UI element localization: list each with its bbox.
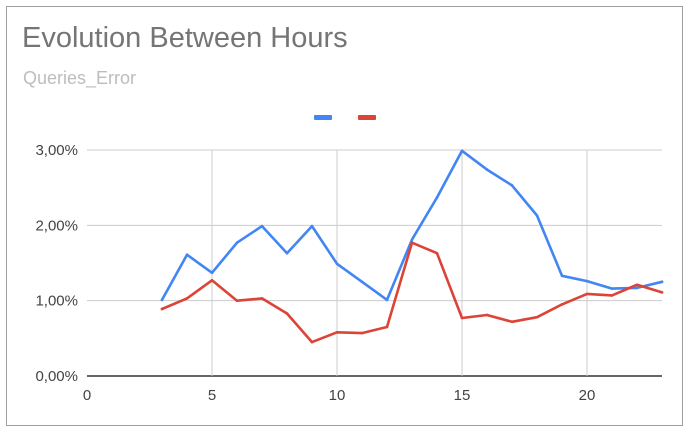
data-point bbox=[510, 320, 514, 324]
data-point bbox=[535, 214, 539, 217]
data-point bbox=[335, 331, 339, 334]
grid bbox=[87, 149, 662, 377]
data-point bbox=[385, 298, 389, 302]
data-point bbox=[185, 253, 189, 257]
data-point bbox=[560, 303, 564, 306]
data-point bbox=[510, 184, 514, 187]
data-point bbox=[185, 297, 189, 300]
data-point bbox=[585, 279, 589, 283]
data-point bbox=[585, 292, 589, 296]
x-tick-label: 0 bbox=[83, 387, 91, 404]
data-point bbox=[660, 291, 664, 294]
data-point bbox=[485, 313, 489, 317]
data-point bbox=[435, 196, 439, 199]
data-point bbox=[460, 316, 464, 320]
y-tick-label: 1,00% bbox=[35, 293, 78, 310]
data-point bbox=[310, 340, 314, 344]
x-tick-label: 20 bbox=[579, 387, 596, 404]
chart-card bbox=[6, 6, 683, 426]
data-point bbox=[235, 241, 239, 244]
data-point bbox=[210, 271, 214, 275]
data-point bbox=[635, 286, 639, 290]
data-point bbox=[335, 262, 339, 266]
y-tick-label: 0,00% bbox=[35, 368, 78, 385]
legend-swatch-2 bbox=[358, 115, 376, 120]
data-point bbox=[610, 287, 614, 290]
x-axis-ticks: 0 5 10 15 20 bbox=[83, 387, 596, 404]
data-point bbox=[435, 251, 439, 255]
data-point bbox=[360, 280, 364, 284]
legend bbox=[314, 115, 376, 120]
data-point bbox=[385, 325, 389, 329]
data-point bbox=[210, 279, 214, 282]
data-point bbox=[285, 251, 289, 255]
data-point bbox=[310, 224, 314, 228]
chart-subtitle: Queries_Error bbox=[23, 68, 137, 88]
data-point bbox=[235, 299, 239, 302]
data-point bbox=[285, 312, 289, 315]
data-point bbox=[160, 307, 164, 311]
legend-swatch-1 bbox=[314, 115, 332, 120]
x-tick-label: 15 bbox=[454, 387, 471, 404]
data-point bbox=[610, 294, 614, 297]
series-lines bbox=[160, 149, 664, 344]
data-point bbox=[360, 331, 364, 335]
y-tick-label: 2,00% bbox=[35, 217, 78, 234]
chart-title: Evolution Between Hours bbox=[22, 22, 348, 54]
data-point bbox=[485, 168, 489, 171]
x-tick-label: 5 bbox=[208, 387, 216, 404]
data-point bbox=[410, 241, 414, 244]
data-point bbox=[560, 274, 564, 278]
data-point bbox=[535, 315, 539, 319]
data-point bbox=[160, 298, 164, 302]
y-tick-label: 3,00% bbox=[35, 142, 78, 159]
data-point bbox=[260, 224, 264, 228]
data-point bbox=[260, 297, 264, 300]
x-tick-label: 10 bbox=[329, 387, 346, 404]
data-point bbox=[635, 283, 639, 287]
data-point bbox=[410, 238, 414, 241]
y-axis-ticks: 0,00% 1,00% 2,00% 3,00% bbox=[35, 142, 78, 385]
data-point bbox=[660, 280, 664, 284]
data-point bbox=[460, 149, 464, 153]
